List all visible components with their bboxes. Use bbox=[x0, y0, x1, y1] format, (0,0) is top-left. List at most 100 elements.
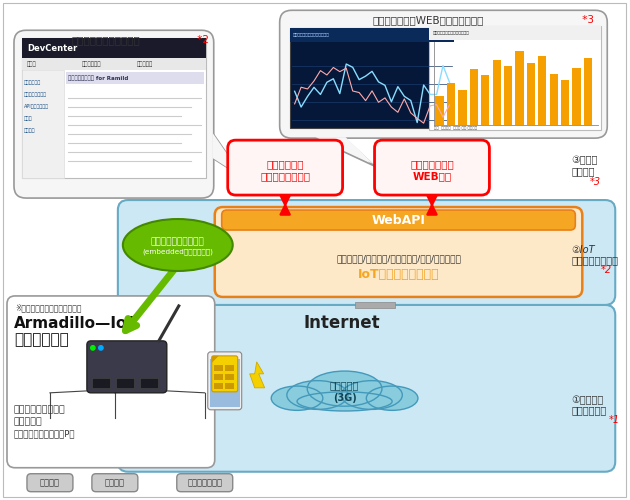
Text: フォーラム: フォーラム bbox=[137, 62, 153, 67]
Bar bbox=[470, 70, 478, 125]
Bar bbox=[493, 60, 501, 125]
Ellipse shape bbox=[307, 371, 382, 406]
Text: APIリファレンス: APIリファレンス bbox=[24, 104, 49, 108]
Text: 超回のエレベーター管理データ: 超回のエレベーター管理データ bbox=[432, 32, 469, 36]
Text: ③データ: ③データ bbox=[571, 155, 598, 165]
Bar bbox=[214, 365, 223, 371]
Text: スタンダードモデル: スタンダードモデル bbox=[14, 406, 66, 414]
Text: 見える化: 見える化 bbox=[571, 166, 595, 176]
Bar bbox=[430, 26, 601, 130]
Bar bbox=[22, 58, 206, 70]
Text: WEB画面: WEB画面 bbox=[413, 172, 452, 181]
Polygon shape bbox=[314, 138, 375, 166]
Polygon shape bbox=[213, 133, 244, 178]
Text: デバイスエージェント: デバイスエージェント bbox=[151, 238, 205, 246]
Text: 制御・監視機器: 制御・監視機器 bbox=[187, 478, 222, 487]
FancyBboxPatch shape bbox=[222, 210, 575, 230]
Text: モバイル網
(3G): モバイル網 (3G) bbox=[330, 380, 359, 403]
Text: データ見える化: データ見える化 bbox=[410, 160, 454, 170]
Bar bbox=[210, 359, 239, 407]
Text: ゲートウェイ: ゲートウェイ bbox=[14, 332, 69, 347]
Text: 超回のエレベーター管理データ: 超回のエレベーター管理データ bbox=[293, 34, 329, 38]
Text: IoTプラットフォーム: IoTプラットフォーム bbox=[358, 268, 439, 281]
Text: ダウンロード: ダウンロード bbox=[24, 80, 41, 84]
Text: 開発セット: 開発セット bbox=[14, 418, 43, 426]
Text: *3: *3 bbox=[589, 177, 600, 187]
Text: *1: *1 bbox=[608, 415, 619, 425]
Bar bbox=[573, 68, 581, 125]
Ellipse shape bbox=[287, 380, 348, 410]
Text: センサー: センサー bbox=[105, 478, 125, 487]
Text: データ見える化WEB画面のイメージ: データ見える化WEB画面のイメージ bbox=[373, 16, 484, 26]
Ellipse shape bbox=[366, 386, 418, 410]
Bar bbox=[214, 374, 223, 380]
Text: ホーム: ホーム bbox=[27, 62, 37, 67]
Bar bbox=[290, 28, 454, 42]
Bar bbox=[435, 96, 444, 125]
Bar bbox=[447, 82, 455, 125]
Bar bbox=[458, 90, 467, 125]
Text: 証明書: 証明書 bbox=[24, 116, 33, 120]
Ellipse shape bbox=[341, 380, 403, 410]
Text: ※アットマークテクノから提供: ※アットマークテクノから提供 bbox=[15, 304, 81, 312]
Bar bbox=[584, 58, 592, 125]
Text: ①モバイル: ①モバイル bbox=[571, 395, 604, 405]
FancyBboxPatch shape bbox=[87, 341, 167, 393]
Text: データ蓄積/端末管理/双方向通信/認証/メール送信: データ蓄積/端末管理/双方向通信/認証/メール送信 bbox=[336, 254, 461, 264]
Bar bbox=[92, 378, 110, 388]
Text: Internet: Internet bbox=[304, 314, 380, 332]
Bar bbox=[22, 70, 64, 178]
FancyBboxPatch shape bbox=[118, 305, 616, 472]
Bar bbox=[66, 72, 203, 84]
Polygon shape bbox=[212, 356, 219, 363]
FancyBboxPatch shape bbox=[280, 10, 607, 138]
Text: サポート: サポート bbox=[24, 128, 35, 132]
FancyBboxPatch shape bbox=[215, 207, 582, 297]
FancyBboxPatch shape bbox=[92, 474, 138, 492]
Bar bbox=[355, 302, 394, 308]
FancyBboxPatch shape bbox=[27, 474, 73, 492]
Bar bbox=[549, 74, 558, 125]
Bar bbox=[225, 374, 234, 380]
Bar bbox=[225, 365, 234, 371]
Bar bbox=[430, 26, 601, 40]
Text: 開発者サイトのイメージ: 開発者サイトのイメージ bbox=[71, 36, 140, 46]
Text: センサー: センサー bbox=[40, 478, 60, 487]
Text: アプリケーション: アプリケーション bbox=[260, 172, 310, 181]
Text: クイックスタート for Ramild: クイックスタート for Ramild bbox=[68, 76, 129, 81]
Bar bbox=[527, 63, 535, 125]
Ellipse shape bbox=[272, 386, 323, 410]
Bar bbox=[214, 383, 223, 389]
Text: *3: *3 bbox=[580, 16, 594, 26]
FancyBboxPatch shape bbox=[118, 200, 616, 305]
Bar bbox=[481, 75, 490, 125]
Text: （キャンペーン特別版P）: （キャンペーン特別版P） bbox=[14, 430, 76, 438]
Bar bbox=[538, 56, 546, 125]
FancyBboxPatch shape bbox=[212, 356, 238, 392]
FancyBboxPatch shape bbox=[177, 474, 232, 492]
Text: ダウンロード: ダウンロード bbox=[82, 62, 101, 67]
Ellipse shape bbox=[123, 219, 232, 271]
Circle shape bbox=[99, 346, 103, 350]
FancyBboxPatch shape bbox=[7, 296, 215, 468]
FancyBboxPatch shape bbox=[227, 140, 343, 195]
Bar bbox=[116, 378, 134, 388]
Text: WebAPI: WebAPI bbox=[372, 214, 425, 226]
Polygon shape bbox=[213, 133, 244, 178]
Text: お客さま内製: お客さま内製 bbox=[266, 160, 304, 170]
Text: プラットフォーム: プラットフォーム bbox=[571, 255, 618, 265]
Polygon shape bbox=[316, 137, 374, 164]
Bar bbox=[504, 66, 512, 125]
Text: (embeddedソフトウェア): (embeddedソフトウェア) bbox=[142, 248, 213, 256]
Text: DevCenter: DevCenter bbox=[27, 44, 77, 52]
Circle shape bbox=[91, 346, 95, 350]
Text: *2: *2 bbox=[194, 36, 209, 46]
Bar bbox=[22, 38, 206, 58]
Bar bbox=[290, 28, 454, 128]
Text: ネットワーク: ネットワーク bbox=[571, 405, 607, 415]
FancyBboxPatch shape bbox=[14, 30, 214, 198]
Bar bbox=[140, 378, 158, 388]
Text: *2: *2 bbox=[600, 265, 611, 275]
FancyBboxPatch shape bbox=[375, 140, 490, 195]
Text: Armadillo—IoT: Armadillo—IoT bbox=[14, 316, 138, 332]
